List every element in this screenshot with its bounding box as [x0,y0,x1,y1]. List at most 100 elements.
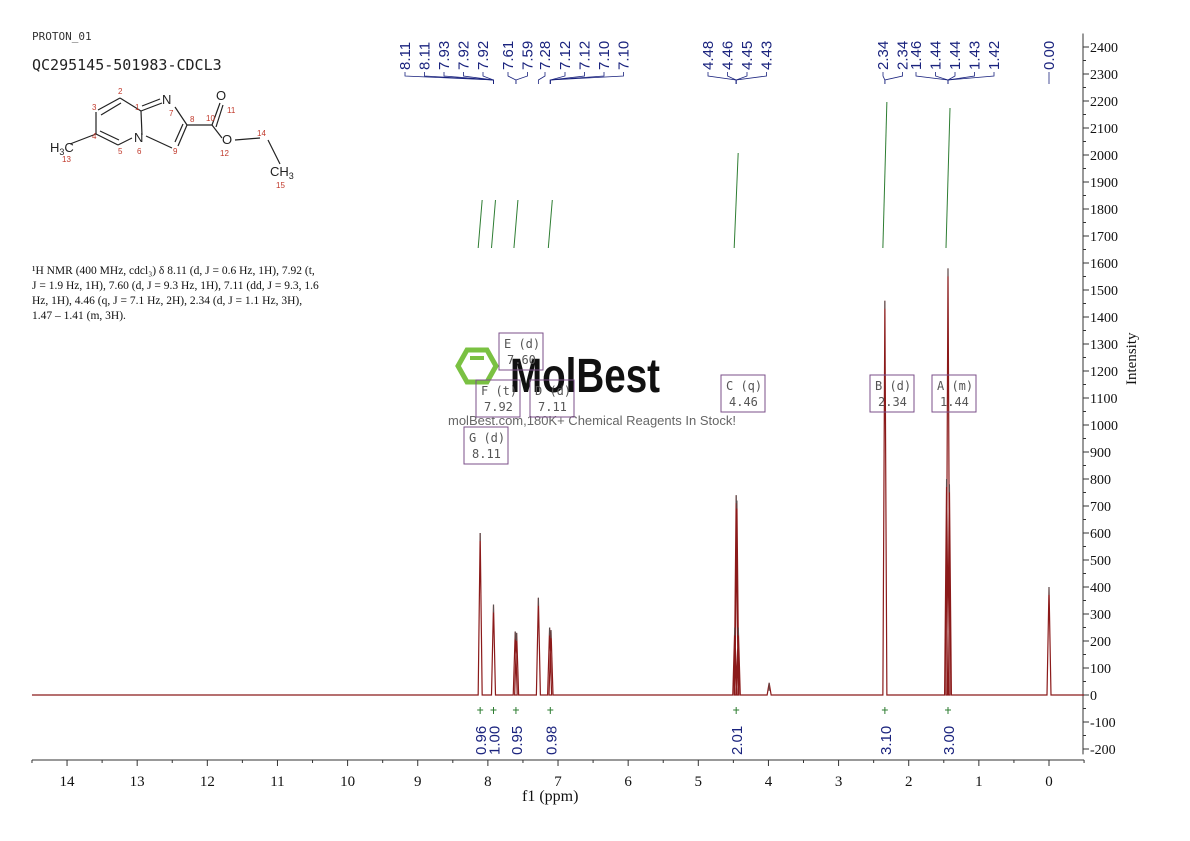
x-tick-label: 10 [340,774,355,790]
x-tick-label: 9 [414,774,422,790]
svg-text:1: 1 [135,103,140,112]
svg-text:7.11: 7.11 [538,400,567,414]
y-tick-label: 2200 [1090,95,1118,110]
svg-text:1.44: 1.44 [947,41,964,70]
y-tick-label: 1500 [1090,284,1118,299]
svg-text:molBest.com,180K+ Chemical Rea: molBest.com,180K+ Chemical Reagents In S… [448,413,736,428]
svg-text:8.11: 8.11 [417,42,434,70]
svg-text:B (d): B (d) [875,379,911,393]
svg-text:8: 8 [190,115,195,124]
svg-text:N: N [134,130,143,145]
y-tick-label: 100 [1090,662,1111,677]
svg-text:2.34: 2.34 [878,395,907,409]
svg-text:15: 15 [276,181,285,190]
svg-text:C (q): C (q) [726,379,762,393]
x-tick-label: 8 [484,774,492,790]
y-tick-label: 1800 [1090,203,1118,218]
svg-text:2.34: 2.34 [875,41,892,70]
x-tick-label: 0 [1045,774,1053,790]
experiment-name: PROTON_01 [32,30,92,43]
y-tick-label: -200 [1090,743,1116,758]
svg-text:G (d): G (d) [469,431,505,445]
svg-text:14: 14 [257,129,266,138]
svg-text:6: 6 [137,147,142,156]
x-tick-label: 7 [554,774,562,790]
integral-value: 1.00 [486,726,503,755]
y-tick-label: 900 [1090,446,1111,461]
molbest-logo-icon [455,347,499,385]
y-tick-label: 1900 [1090,176,1118,191]
integral-value: 0.96 [473,726,490,755]
y-axis-label: Intensity [1124,332,1140,386]
svg-text:1.46: 1.46 [908,41,925,70]
y-tick-label: 2100 [1090,122,1118,137]
y-tick-label: 1200 [1090,365,1118,380]
svg-text:7.10: 7.10 [616,41,633,70]
y-tick-label: -100 [1090,716,1116,731]
svg-text:MolBest: MolBest [510,350,660,403]
svg-text:2.34: 2.34 [895,41,912,70]
svg-text:O: O [216,88,226,103]
y-tick-label: 2300 [1090,68,1118,83]
svg-text:7.59: 7.59 [520,41,537,70]
svg-text:A (m): A (m) [937,379,973,393]
svg-text:E (d): E (d) [504,337,540,351]
y-tick-label: 0 [1090,689,1097,704]
svg-text:H3C: H3C [50,140,74,157]
integral-value: 3.00 [941,726,958,755]
svg-text:7.92: 7.92 [456,41,473,70]
x-tick-label: 14 [60,774,76,790]
y-tick-label: 1000 [1090,419,1118,434]
svg-text:1.43: 1.43 [967,41,984,70]
integral-value: 0.95 [509,726,526,755]
y-axis: 2400230022002100200019001800170016001500… [1082,33,1118,758]
x-axis: 14 13 12 11 10 9 8 7 6 5 4 3 2 1 0 [31,759,1085,790]
molecule-structure: N N O O H3C CH3 2 3 4 5 6 1 7 8 9 10 11 12 13 14 1… [50,87,294,190]
svg-text:4.48: 4.48 [700,41,717,70]
svg-text:D (d): D (d) [535,384,571,398]
molbest-watermark: MolBest molBest.com,180K+ Chemical Reagen… [448,347,736,428]
y-tick-label: 2400 [1090,41,1118,56]
y-tick-label: 300 [1090,608,1111,623]
x-tick-label: 4 [765,774,773,790]
svg-text:7.12: 7.12 [557,41,574,70]
svg-text:10: 10 [206,114,215,123]
svg-text:0.00: 0.00 [1041,41,1058,70]
svg-text:1.44: 1.44 [940,395,969,409]
svg-text:CH3: CH3 [270,164,294,181]
multiplet-boxes: A (m) 1.44 B (d) 2.34 C (q) 4.46 D (d) 7.11 E (d… [463,332,977,465]
svg-text:7.28: 7.28 [537,41,554,70]
svg-text:3: 3 [92,103,97,112]
svg-text:4.46: 4.46 [720,41,737,70]
svg-text:7: 7 [169,109,174,118]
y-tick-label: 2000 [1090,149,1118,164]
x-axis-label: f1 (ppm) [522,788,579,805]
spectrum-trace [31,268,1085,696]
svg-text:7.92: 7.92 [484,400,513,414]
y-tick-label: 400 [1090,581,1111,596]
svg-text:4: 4 [92,132,97,141]
y-tick-label: 1400 [1090,311,1118,326]
svg-text:7.60: 7.60 [507,353,536,367]
svg-text:4.45: 4.45 [739,41,756,70]
svg-text:8.11: 8.11 [472,447,501,461]
svg-text:1.44: 1.44 [928,41,945,70]
svg-text:1.42: 1.42 [986,41,1003,70]
svg-text:N: N [162,92,171,107]
svg-text:7.12: 7.12 [577,41,594,70]
svg-text:13: 13 [62,155,71,164]
y-tick-label: 1300 [1090,338,1118,353]
y-tick-label: 800 [1090,473,1111,488]
svg-text:5: 5 [118,147,123,156]
svg-text:4.43: 4.43 [759,41,776,70]
x-tick-label: 6 [624,774,632,790]
nmr-summary-text: ¹H NMR (400 MHz, cdcl₃) δ 8.11 (d, J = 0… [32,265,319,322]
y-tick-label: 500 [1090,554,1111,569]
integral-value: 3.10 [878,726,895,755]
svg-text:2: 2 [118,87,123,96]
y-tick-label: 1100 [1090,392,1117,407]
x-tick-label: 12 [200,774,215,790]
svg-text:7.93: 7.93 [436,41,453,70]
x-tick-label: 11 [270,774,284,790]
svg-text:O: O [222,132,232,147]
